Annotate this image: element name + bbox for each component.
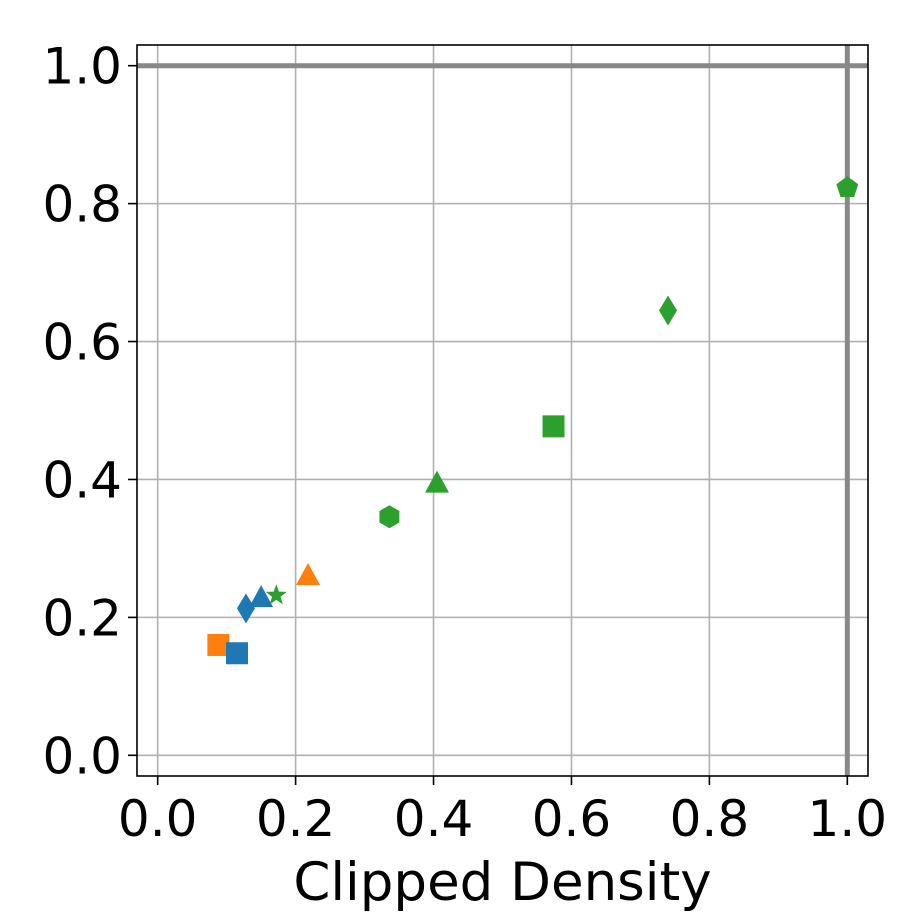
data-point-diamond [659,295,678,326]
y-tick-label: 0.8 [42,176,122,234]
data-point-triangle [424,470,449,493]
plot-frame [136,44,869,777]
y-tick-label: 0.4 [42,451,122,509]
data-point-square [207,633,230,656]
data-points [207,176,859,665]
x-tick-label: 0.8 [670,790,750,848]
data-point-square [225,642,248,665]
plot-area [137,45,868,776]
x-tick-label: 0.4 [394,790,474,848]
y-tick-label: 0.6 [42,314,122,372]
x-axis-title: Clipped Density [293,852,711,913]
data-point-star [265,584,287,605]
x-tick-label: 0.2 [256,790,336,848]
data-point-square [542,415,565,438]
x-tick-label: 0.0 [118,790,198,848]
y-tick-label: 0.2 [42,589,122,647]
data-point-triangle [249,585,274,608]
data-point-diamond [236,593,255,624]
x-tick-label: 0.6 [532,790,612,848]
data-point-triangle [296,563,321,586]
x-tick-label: 1.0 [808,790,888,848]
data-point-pentagon [836,176,859,198]
data-point-hexagon [379,505,400,529]
y-tick-label: 0.0 [42,727,122,785]
y-tick-label: 1.0 [42,38,122,96]
reference-lines [137,45,868,776]
axis-ticks: 0.0 0.2 0.4 0.6 0.8 1.0 0.0 0.2 0.4 0.6 0.8 1.0 [42,38,887,848]
